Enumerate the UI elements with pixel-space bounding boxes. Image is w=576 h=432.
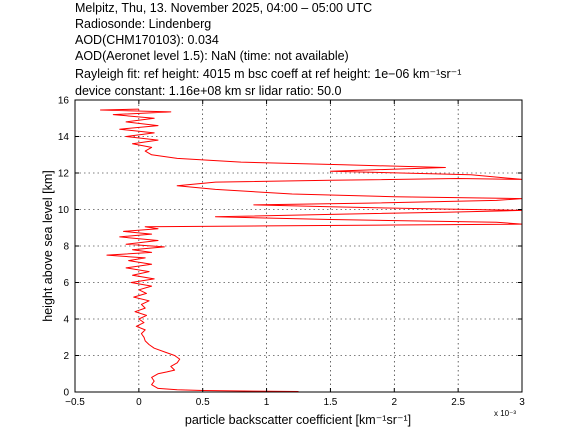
y-tick-label: 4 <box>63 315 69 326</box>
x-tick-label: 2 <box>392 397 398 408</box>
title-line-radiosonde: Radiosonde: Lindenberg <box>75 17 212 31</box>
title-line-rayleigh-fit: Rayleigh fit: ref height: 4015 m bsc coe… <box>75 67 462 81</box>
y-tick-label: 2 <box>63 351 69 362</box>
x-tick-label: 3 <box>519 397 525 408</box>
title-line-location: Melpitz, Thu, 13. November 2025, 04:00 –… <box>75 1 373 15</box>
grid-lines <box>75 100 522 392</box>
x-tick-label: −0.5 <box>65 397 85 408</box>
y-tick-label: 14 <box>58 132 70 143</box>
x-tick-label: 1.5 <box>323 397 337 408</box>
x-axis-label: particle backscatter coefficient [km⁻¹sr… <box>185 413 411 427</box>
backscatter-profile-line <box>100 108 523 392</box>
x-axis-multiplier: x 10⁻³ <box>494 409 516 418</box>
title-line-device-constant: device constant: 1.16e+08 km sr lidar ra… <box>75 84 342 98</box>
x-tick-label: 1 <box>264 397 270 408</box>
y-tick-label: 16 <box>58 96 70 107</box>
series-group <box>100 108 523 392</box>
title-line-aod-chm: AOD(CHM170103): 0.034 <box>75 33 219 47</box>
x-tick-label: 0 <box>136 397 142 408</box>
y-tick-label: 12 <box>58 169 70 180</box>
x-tick-label: 2.5 <box>451 397 465 408</box>
y-tick-label: 6 <box>63 278 69 289</box>
plot-area <box>75 100 522 392</box>
y-tick-label: 10 <box>58 205 70 216</box>
y-tick-label: 0 <box>63 388 69 399</box>
y-tick-label: 8 <box>63 242 69 253</box>
x-tick-label: 0.5 <box>196 397 210 408</box>
title-line-aod-aeronet: AOD(Aeronet level 1.5): NaN (time: not a… <box>75 49 349 63</box>
y-axis-label: height above sea level [km] <box>41 170 55 321</box>
